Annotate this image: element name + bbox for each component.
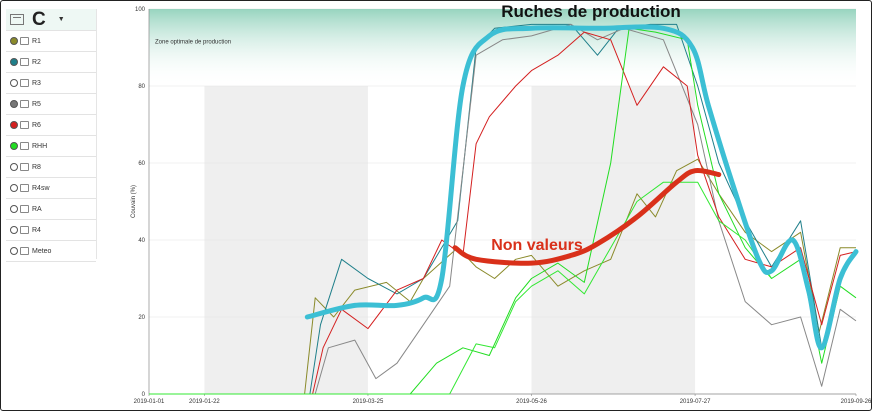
- hive-icon: [20, 184, 29, 192]
- toggle-radio-icon[interactable]: [10, 247, 18, 255]
- toggle-radio-icon[interactable]: [10, 205, 18, 213]
- sidebar-item-r6[interactable]: R6: [6, 115, 96, 136]
- sidebar-item-label: RHH: [32, 142, 48, 150]
- sidebar-item-r4[interactable]: R4: [6, 220, 96, 241]
- group-selector-label: C: [32, 8, 46, 30]
- x-tick-label: 2019-01-22: [189, 399, 220, 405]
- sidebar-item-label: R6: [32, 121, 41, 129]
- trend-overlays: [304, 24, 859, 351]
- sidebar-item-r4sw[interactable]: R4sw: [6, 178, 96, 199]
- sidebar-item-label: RA: [32, 205, 42, 213]
- sidebar-item-r3[interactable]: R3: [6, 73, 96, 94]
- sidebar-item-r2[interactable]: R2: [6, 52, 96, 73]
- y-tick-label: 80: [138, 84, 145, 90]
- sidebar-item-r1[interactable]: R1: [6, 31, 96, 52]
- x-tick-label: 2019-05-26: [516, 399, 547, 405]
- sidebar-item-r5[interactable]: R5: [6, 94, 96, 115]
- hive-icon: [20, 247, 29, 255]
- chevron-down-icon[interactable]: ▼: [57, 16, 65, 23]
- hive-icon: [20, 58, 29, 66]
- toggle-radio-icon[interactable]: [10, 58, 18, 66]
- optimal-zone: Zone optimale de production: [149, 9, 856, 86]
- toggle-radio-icon[interactable]: [10, 142, 18, 150]
- sidebar-item-label: R2: [32, 58, 41, 66]
- toggle-radio-icon[interactable]: [10, 226, 18, 234]
- series-line-r5: [149, 23, 857, 395]
- calendar-icon: [10, 14, 24, 25]
- sidebar-item-rhh[interactable]: RHH: [6, 136, 96, 157]
- hive-icon: [20, 100, 29, 108]
- sidebar-item-label: R3: [32, 79, 41, 87]
- sidebar-item-label: R4sw: [32, 184, 50, 192]
- sidebar-header[interactable]: C ▼: [6, 9, 96, 31]
- hive-icon: [20, 142, 29, 150]
- sidebar-item-label: R4: [32, 226, 41, 234]
- sidebar-item-label: R1: [32, 37, 41, 45]
- x-tick-label: 2019-03-25: [353, 399, 384, 405]
- annotation-non-valeurs: Non valeurs: [491, 237, 583, 254]
- axes: 0 20 40 60 80 100 2019-01-01 2019-01-22 2019-03-…: [131, 7, 872, 405]
- sidebar-item-label: R5: [32, 100, 41, 108]
- hive-icon: [20, 79, 29, 87]
- toggle-radio-icon[interactable]: [10, 121, 18, 129]
- x-tick-label: 2019-01-01: [134, 399, 165, 405]
- toggle-radio-icon[interactable]: [10, 79, 18, 87]
- hive-icon: [20, 121, 29, 129]
- trend-non-valeurs-line: [452, 167, 722, 266]
- y-tick-label: 20: [138, 315, 145, 321]
- toggle-radio-icon[interactable]: [10, 100, 18, 108]
- hive-icon: [20, 37, 29, 45]
- y-tick-label: 60: [138, 161, 145, 167]
- sidebar-item-meteo[interactable]: Meteo: [6, 241, 96, 262]
- optimal-zone-label: Zone optimale de production: [155, 40, 231, 46]
- hive-icon: [20, 163, 29, 171]
- sidebar-item-r8[interactable]: R8: [6, 157, 96, 178]
- annotations: Ruches de production Non valeurs: [491, 2, 681, 254]
- trend-production-line: [304, 24, 859, 351]
- sidebar-item-ra[interactable]: RA: [6, 199, 96, 220]
- toggle-radio-icon[interactable]: [10, 163, 18, 171]
- annotation-production: Ruches de production: [501, 2, 680, 21]
- y-axis-title: Couvain (%): [131, 185, 137, 218]
- x-tick-label: 2019-09-26: [841, 399, 872, 405]
- x-tick-label: 2019-07-27: [680, 399, 711, 405]
- toggle-radio-icon[interactable]: [10, 37, 18, 45]
- y-tick-label: 0: [142, 392, 146, 398]
- y-tick-label: 40: [138, 238, 145, 244]
- optimal-zone-band: [149, 9, 856, 86]
- sidebar-item-label: R8: [32, 163, 41, 171]
- sidebar-item-label: Meteo: [32, 247, 52, 255]
- series-line-rhh-2: [149, 181, 773, 395]
- hive-selector-panel: C ▼ R1 R2 R3 R5 R6 RHH R8 R4sw RA R4 Meteo: [6, 9, 97, 262]
- series-line-r1: [149, 158, 856, 395]
- y-tick-label: 100: [135, 7, 146, 13]
- hive-icon: [20, 205, 29, 213]
- toggle-radio-icon[interactable]: [10, 184, 18, 192]
- hive-list: R1 R2 R3 R5 R6 RHH R8 R4sw RA R4 Meteo: [6, 31, 96, 262]
- hive-icon: [20, 226, 29, 234]
